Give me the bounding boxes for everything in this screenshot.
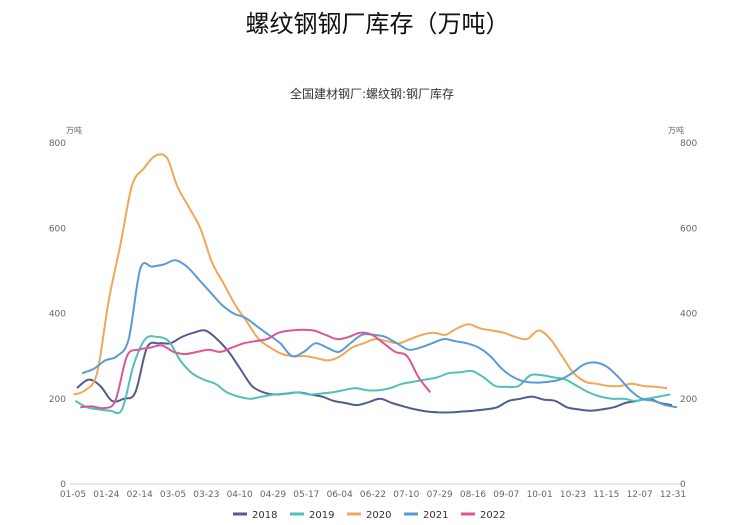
legend-item-2018[interactable]: 2018 [233,510,277,521]
page-title: 螺纹钢钢厂库存（万吨） [245,10,510,38]
x-tick-label: 04-10 [227,490,253,500]
y-tick-label-right: 400 [680,310,697,320]
x-tick-label: 03-23 [193,490,219,500]
legend-label: 2020 [366,510,391,521]
legend-label: 2019 [309,510,334,521]
series-line-2022 [80,328,432,410]
x-tick-label: 09-07 [493,490,519,500]
legend-label: 2021 [423,510,448,521]
legend-label: 2018 [252,510,277,521]
legend-item-2019[interactable]: 2019 [290,510,334,521]
legend-label: 2022 [480,510,505,521]
series-line-2019 [74,335,671,415]
legend[interactable]: 2018 2019 2020 2021 2022 [233,510,505,521]
right-y-axis: 0 200 400 600 800 [680,139,697,490]
chart-title: 全国建材钢厂:螺纹钢:钢厂库存 [290,86,454,101]
x-tick-label: 07-10 [393,490,419,500]
y-tick-label-right: 600 [680,224,697,234]
y-tick-label-right: 0 [680,480,686,490]
x-tick-label: 06-04 [327,490,353,500]
x-tick-label: 12-31 [660,490,686,500]
y-tick-label-right: 800 [680,139,697,149]
x-tick-label: 01-05 [60,490,86,500]
x-axis: 01-05 01-24 02-14 03-05 03-23 04-10 04-29 05-17… [60,490,686,500]
x-tick-label: 04-29 [260,490,286,500]
plot-area [73,153,678,415]
x-tick-label: 01-24 [93,490,119,500]
series-line-2020 [73,153,668,396]
x-tick-label: 03-05 [160,490,186,500]
series-line-2018 [76,329,673,414]
y-tick-label-left: 400 [49,310,66,320]
x-tick-label: 11-15 [593,490,619,500]
y-tick-label-left: 200 [49,395,66,405]
left-y-axis: 0 200 400 600 800 [49,139,66,490]
right-axis-unit: 万吨 [668,125,684,135]
y-tick-label-left: 0 [60,480,66,490]
y-tick-label-left: 800 [49,139,66,149]
left-axis-unit: 万吨 [66,125,82,135]
legend-item-2020[interactable]: 2020 [347,510,391,521]
x-tick-label: 05-17 [293,490,319,500]
x-tick-label: 07-29 [427,490,453,500]
series-line-2021 [81,259,678,409]
y-tick-label-left: 600 [49,224,66,234]
x-tick-label: 06-22 [360,490,386,500]
x-tick-label: 10-23 [560,490,586,500]
x-tick-label: 02-14 [127,490,153,500]
x-tick-label: 08-16 [460,490,486,500]
legend-item-2022[interactable]: 2022 [461,510,505,521]
x-tick-label: 12-07 [627,490,653,500]
y-tick-label-right: 200 [680,395,697,405]
x-tick-label: 10-01 [527,490,553,500]
legend-item-2021[interactable]: 2021 [404,510,448,521]
